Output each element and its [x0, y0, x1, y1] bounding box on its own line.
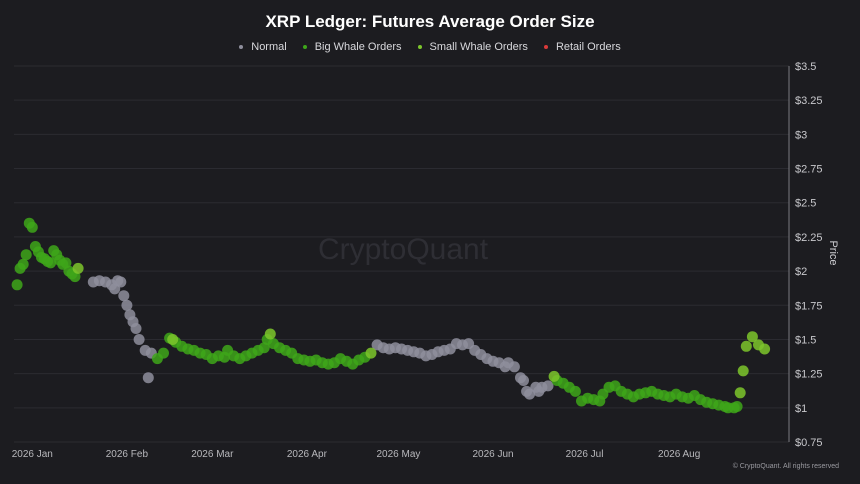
chart-legend: Normal Big Whale Orders Small Whale Orde…: [0, 41, 860, 53]
data-point-small-whale-orders[interactable]: [734, 387, 746, 399]
legend-dot-icon: [302, 45, 307, 49]
y-axis-title: Price: [827, 240, 839, 265]
data-point-small-whale-orders[interactable]: [548, 370, 560, 382]
watermark: CryptoQuant: [318, 233, 489, 266]
y-tick-label: $3.25: [795, 95, 823, 107]
data-point-normal[interactable]: [115, 276, 127, 288]
y-tick-label: $1.25: [795, 369, 823, 381]
legend-dot-icon: [543, 45, 548, 49]
data-point-small-whale-orders[interactable]: [72, 262, 84, 274]
legend-label-big-whale: Big Whale Orders: [314, 41, 402, 53]
legend-dot-icon: [417, 45, 422, 49]
legend-item-retail[interactable]: Retail Orders: [543, 41, 621, 53]
y-tick-label: $3: [795, 129, 807, 141]
data-point-big-whale-orders[interactable]: [569, 385, 581, 397]
y-tick-label: $2: [795, 266, 807, 278]
copyright-text: © CryptoQuant. All rights reserved: [732, 463, 839, 470]
x-tick-label: 2026 Jul: [566, 449, 604, 460]
y-tick-label: $1.5: [795, 334, 816, 346]
data-point-normal[interactable]: [542, 380, 554, 392]
data-point-small-whale-orders[interactable]: [365, 347, 377, 359]
data-point-big-whale-orders[interactable]: [17, 258, 29, 270]
data-point-small-whale-orders[interactable]: [740, 340, 752, 352]
data-point-small-whale-orders[interactable]: [759, 343, 771, 355]
data-point-big-whale-orders[interactable]: [20, 249, 32, 261]
data-point-big-whale-orders[interactable]: [731, 401, 743, 412]
data-point-big-whale-orders[interactable]: [45, 257, 57, 269]
legend-label-retail: Retail Orders: [555, 41, 621, 53]
x-tick-label: 2026 Jan: [12, 449, 53, 460]
data-point-small-whale-orders[interactable]: [167, 334, 179, 345]
y-tick-label: $2.25: [795, 232, 823, 244]
x-tick-label: 2026 May: [376, 449, 420, 460]
data-point-normal[interactable]: [130, 323, 142, 334]
data-point-small-whale-orders[interactable]: [746, 331, 758, 343]
legend-item-small-whale[interactable]: Small Whale Orders: [417, 41, 528, 53]
data-point-big-whale-orders[interactable]: [11, 279, 23, 291]
data-point-small-whale-orders[interactable]: [264, 328, 276, 340]
legend-item-normal[interactable]: Normal: [239, 41, 287, 53]
x-tick-label: 2026 Aug: [658, 449, 700, 460]
y-tick-label: $2.5: [795, 198, 816, 210]
y-tick-label: $3.5: [795, 61, 816, 73]
legend-label-small-whale: Small Whale Orders: [429, 41, 528, 53]
data-point-normal[interactable]: [121, 299, 133, 311]
x-tick-label: 2026 Apr: [287, 449, 328, 460]
data-point-normal[interactable]: [142, 372, 154, 384]
y-tick-label: $2.75: [795, 164, 823, 176]
legend-item-big-whale[interactable]: Big Whale Orders: [302, 41, 402, 53]
x-tick-label: 2026 Jun: [472, 449, 513, 460]
data-point-big-whale-orders[interactable]: [158, 347, 169, 359]
chart-title: XRP Ledger: Futures Average Order Size: [265, 12, 595, 31]
y-tick-label: $0.75: [795, 437, 823, 449]
data-point-small-whale-orders[interactable]: [737, 365, 749, 377]
x-tick-label: 2026 Feb: [106, 449, 149, 460]
data-point-normal[interactable]: [508, 361, 520, 373]
legend-label-normal: Normal: [251, 41, 287, 53]
x-tick-label: 2026 Mar: [191, 449, 234, 460]
data-point-big-whale-orders[interactable]: [26, 221, 38, 233]
y-tick-label: $1.75: [795, 300, 823, 312]
y-tick-label: $1: [795, 403, 807, 415]
data-point-normal[interactable]: [133, 334, 145, 345]
data-point-normal[interactable]: [518, 375, 529, 386]
data-point-normal[interactable]: [118, 290, 130, 302]
legend-dot-icon: [239, 45, 244, 49]
